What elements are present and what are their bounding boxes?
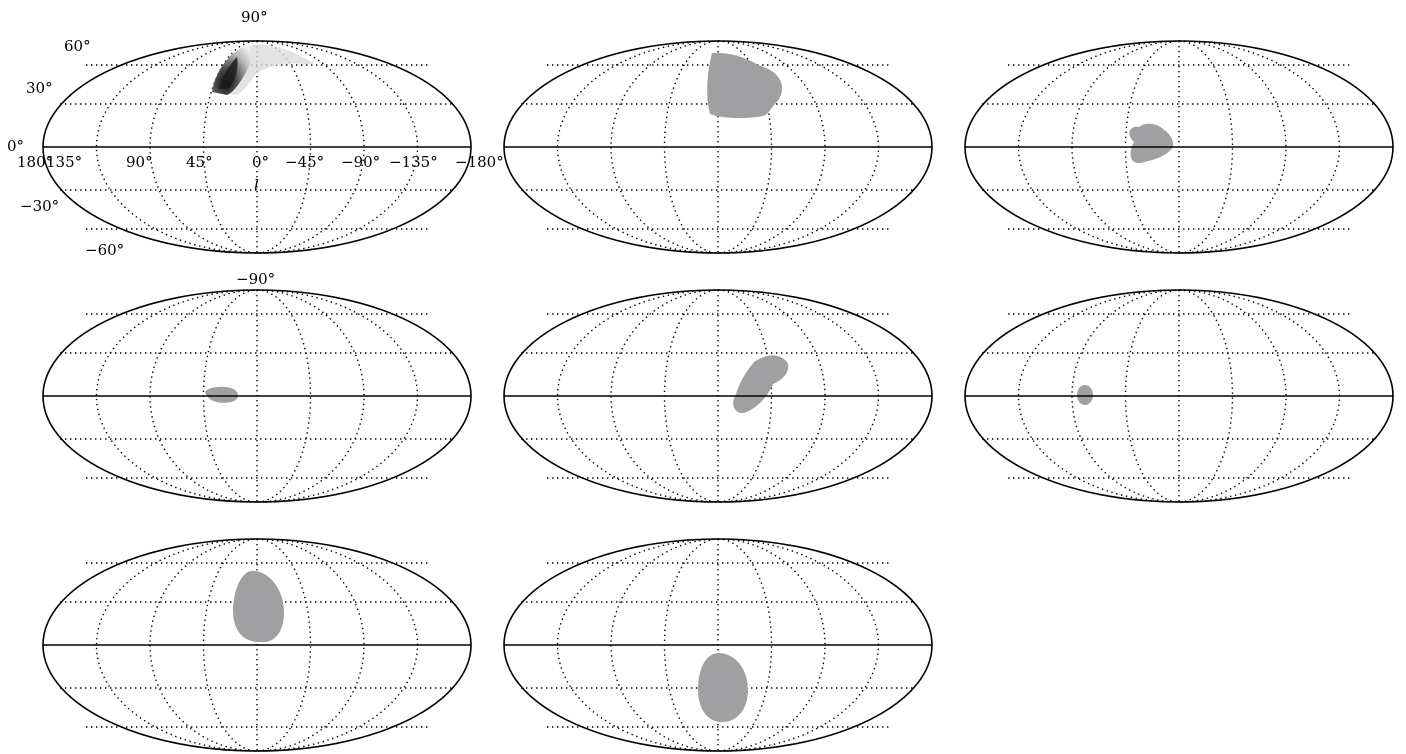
localization-region (1129, 123, 1174, 164)
sky-outline (42, 289, 472, 503)
sky-outline (503, 40, 933, 254)
lon-label-m45: −45° (285, 153, 324, 171)
lat-label-m90: −90° (236, 270, 275, 288)
lat-label-0: 0° (7, 137, 24, 155)
sky-outline (503, 538, 933, 752)
density-region (212, 44, 317, 95)
sky-outline (42, 40, 472, 254)
lon-label-45: 45° (186, 153, 213, 171)
map-panel-1: 90° 60° 30° 0° −30° −60° −90° 180° 135° … (7, 8, 504, 288)
lat-label-m30: −30° (20, 197, 59, 215)
map-panel-7 (42, 538, 472, 752)
map-panel-5 (503, 289, 933, 503)
sky-outline (42, 538, 472, 752)
lon-label-135: 135° (46, 153, 82, 171)
localization-region (205, 386, 239, 403)
map-panel-2 (503, 40, 933, 254)
lon-label-m135: −135° (389, 153, 438, 171)
sky-outline (964, 40, 1394, 254)
lon-axis-label: l (254, 176, 259, 194)
map-panel-4 (42, 289, 472, 503)
localization-region (733, 355, 789, 414)
localization-region (1077, 385, 1093, 405)
lon-label-90: 90° (126, 153, 153, 171)
graticule (982, 40, 1376, 254)
localization-region (698, 653, 748, 723)
lat-label-60: 60° (64, 37, 91, 55)
lat-label-30: 30° (26, 79, 53, 97)
lat-label-m60: −60° (85, 241, 124, 259)
map-panel-6 (964, 289, 1394, 503)
sky-outline (964, 289, 1394, 503)
localization-region (707, 52, 783, 119)
lon-label-180: 180° (17, 153, 53, 171)
lon-label-m90: −90° (341, 153, 380, 171)
lat-label-90: 90° (241, 8, 268, 26)
lon-labels: 180° 135° 90° 45° 0° −45° −90° −135° −18… (17, 153, 504, 194)
lon-label-0: 0° (252, 153, 269, 171)
map-panel-8 (503, 538, 933, 752)
lat-labels: 90° 60° 30° 0° −30° −60° −90° (7, 8, 275, 288)
graticule (521, 538, 915, 752)
lon-label-m180: −180° (455, 153, 504, 171)
localization-region (232, 570, 285, 643)
sky-outline (503, 289, 933, 503)
map-panel-3 (964, 40, 1394, 254)
